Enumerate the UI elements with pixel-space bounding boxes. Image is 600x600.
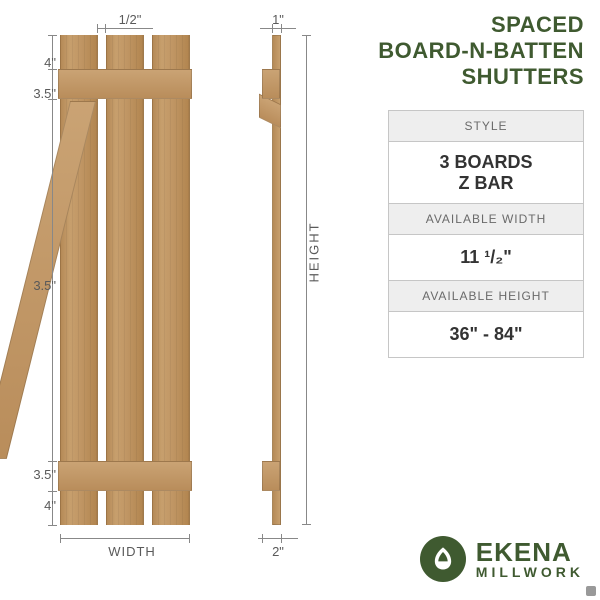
dim-tick [97, 24, 98, 33]
shutter-front-view [60, 35, 190, 525]
spec-table: STYLE 3 BOARDS Z BAR AVAILABLE WIDTH 11 … [388, 110, 584, 358]
product-spec-infographic: 1/2" 4" 3.5" 3.5" 3.5" 4" WIDTH 1" 2" HE… [0, 0, 600, 600]
dim-line [258, 538, 298, 539]
brand-name: EKENA [476, 539, 584, 565]
spec-height-label: AVAILABLE HEIGHT [389, 281, 583, 312]
dim-height-label: HEIGHT [307, 221, 322, 282]
dim-tick [60, 534, 61, 543]
dim-batten-top: 3.5" [22, 86, 56, 101]
vertical-board [106, 35, 144, 525]
dim-tick [48, 461, 57, 462]
dim-tick [105, 24, 106, 33]
dim-tick [281, 534, 282, 543]
dim-tick [262, 534, 263, 543]
spec-style-value: 3 BOARDS Z BAR [389, 142, 583, 204]
dim-bot-inset: 4" [30, 498, 56, 513]
dim-width-label: WIDTH [102, 544, 162, 559]
spec-width-label: AVAILABLE WIDTH [389, 204, 583, 235]
dim-tick [48, 525, 57, 526]
side-top-batten [262, 69, 280, 99]
dim-line [260, 28, 296, 29]
dim-tick [189, 534, 190, 543]
product-title: SPACED BOARD-N-BATTEN SHUTTERS [378, 12, 584, 90]
scrollbar-corner [586, 586, 596, 596]
dim-top-inset: 4" [30, 55, 56, 70]
dim-batten-mid: 3.5" [22, 278, 56, 293]
dim-tick [302, 524, 311, 525]
dim-line [60, 538, 190, 539]
spec-style-value-line: 3 BOARDS [393, 152, 579, 173]
brand-logo: EKENA MILLWORK [420, 536, 584, 582]
dim-tick [302, 35, 311, 36]
dim-thickness: 1" [268, 12, 288, 27]
top-batten [58, 69, 192, 99]
title-line: BOARD-N-BATTEN [378, 38, 584, 64]
shutter-side-view [262, 35, 292, 525]
leaf-icon [420, 536, 466, 582]
spec-style-label: STYLE [389, 111, 583, 142]
spec-width-value: 11 ¹/₂" [389, 235, 583, 281]
side-bottom-batten [262, 461, 280, 491]
dim-batten-bot: 3.5" [22, 467, 56, 482]
title-line: SHUTTERS [378, 64, 584, 90]
dim-tick [48, 491, 57, 492]
title-line: SPACED [378, 12, 584, 38]
vertical-board [152, 35, 190, 525]
dim-tick [48, 35, 57, 36]
dim-board-gap: 1/2" [110, 12, 150, 27]
dim-depth: 2" [266, 544, 290, 559]
bottom-batten [58, 461, 192, 491]
brand-sub: MILLWORK [476, 565, 584, 579]
spec-style-value-line: Z BAR [393, 173, 579, 194]
brand-text: EKENA MILLWORK [476, 539, 584, 579]
spec-height-value: 36" - 84" [389, 312, 583, 357]
